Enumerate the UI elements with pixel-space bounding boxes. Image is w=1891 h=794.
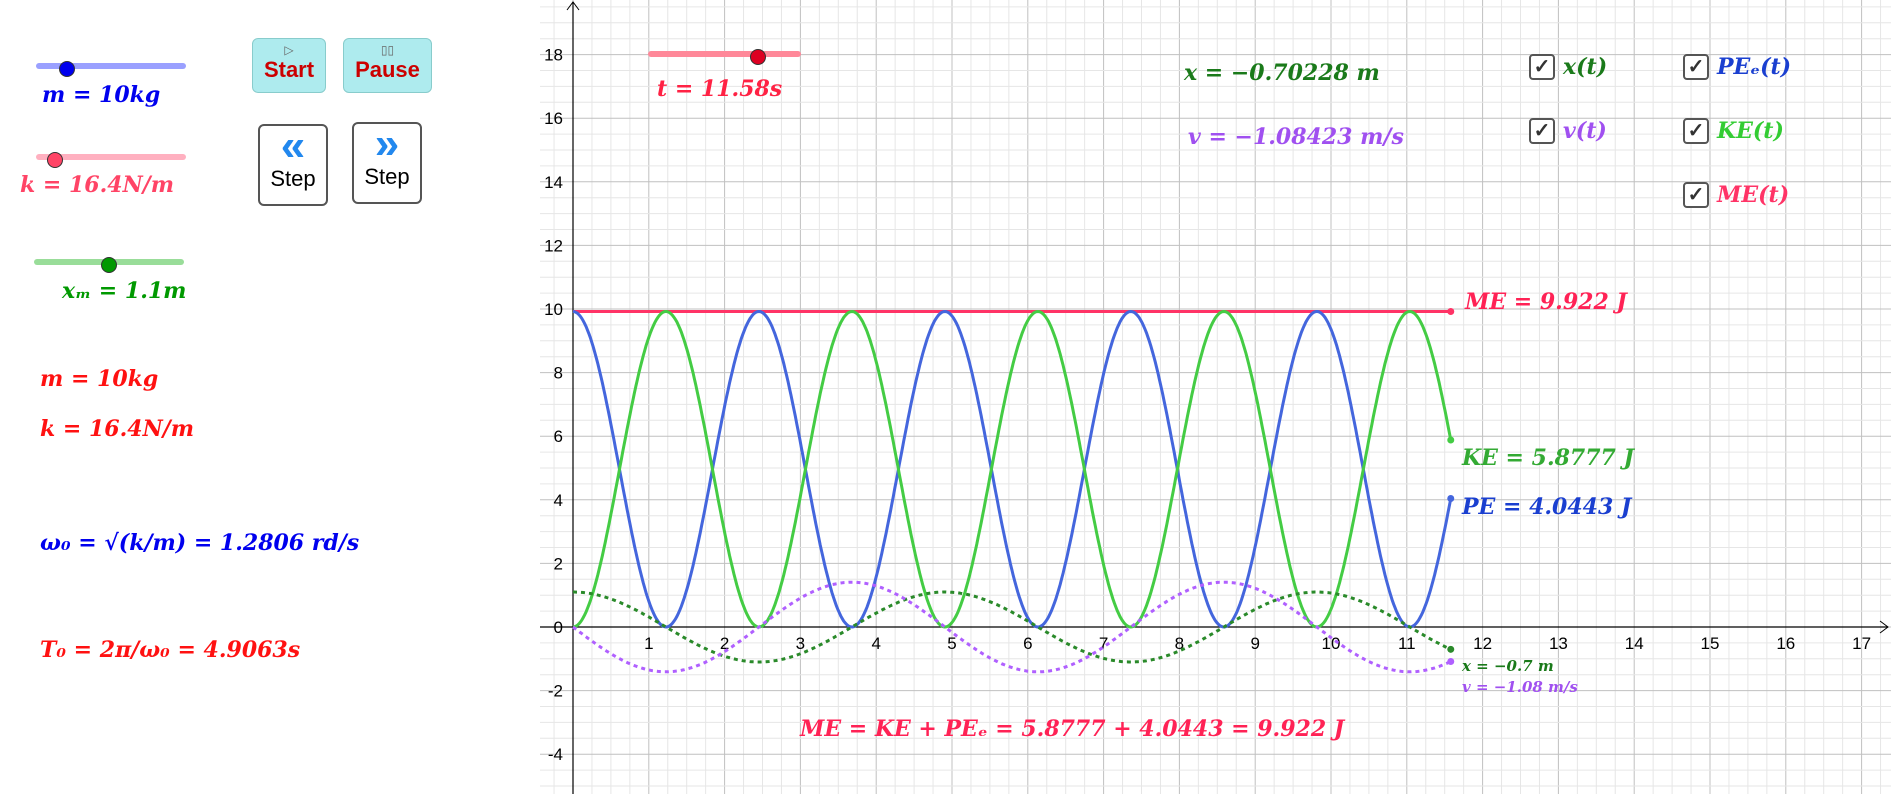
period-formula: T₀ = 2π/ω₀ = 4.9063s bbox=[40, 637, 301, 663]
checkbox-label: ME(t) bbox=[1717, 182, 1790, 208]
checkbox-label: v(t) bbox=[1563, 118, 1607, 144]
check-icon: ✓ bbox=[1683, 118, 1709, 144]
xm-slider[interactable] bbox=[34, 257, 184, 273]
x-tick-label: 11 bbox=[1398, 634, 1416, 653]
k-slider-handle[interactable] bbox=[47, 152, 63, 168]
x-tick-label: 4 bbox=[871, 634, 880, 653]
checkbox-v[interactable]: ✓ v(t) bbox=[1529, 118, 1607, 144]
v-point-label: v = −1.08 m/s bbox=[1462, 678, 1578, 696]
k-slider[interactable] bbox=[36, 152, 186, 168]
x-tick-label: 2 bbox=[720, 634, 729, 653]
y-tick-label: 4 bbox=[554, 491, 563, 510]
y-tick-label: 10 bbox=[544, 300, 563, 319]
y-tick-label: 8 bbox=[554, 364, 563, 383]
series-endpoint bbox=[1447, 307, 1455, 315]
series-pet-line bbox=[572, 309, 1453, 629]
omega-formula: ω₀ = √(k/m) = 1.2806 rd/s bbox=[40, 530, 360, 556]
y-tick-label: -4 bbox=[548, 745, 563, 764]
m-slider-handle[interactable] bbox=[59, 61, 75, 77]
y-tick-label: 0 bbox=[554, 618, 563, 637]
step-forward-label: Step bbox=[364, 164, 410, 189]
pause-button[interactable]: ▯▯ Pause bbox=[343, 38, 432, 93]
m-slider[interactable] bbox=[36, 61, 186, 77]
me-label: ME = 9.922 J bbox=[1465, 289, 1627, 315]
t-slider-handle[interactable] bbox=[750, 49, 766, 65]
checkbox-label: x(t) bbox=[1563, 54, 1608, 80]
x-tick-label: 6 bbox=[1023, 634, 1032, 653]
start-label: Start bbox=[263, 57, 315, 82]
step-forward-button[interactable]: » Step bbox=[352, 122, 422, 204]
step-back-button[interactable]: «Step bbox=[258, 124, 328, 206]
series-endpoint bbox=[1447, 645, 1455, 653]
x-tick-label: 7 bbox=[1099, 634, 1108, 653]
x-tick-label: 15 bbox=[1701, 634, 1720, 653]
step-back-label: Step bbox=[270, 166, 316, 191]
position-value: x = −0.70228 m bbox=[1184, 60, 1380, 86]
mass-text: m = 10kg bbox=[40, 366, 159, 392]
y-tick-label: 2 bbox=[554, 554, 563, 573]
y-tick-label: 14 bbox=[544, 173, 563, 192]
checkbox-me[interactable]: ✓ ME(t) bbox=[1683, 182, 1789, 208]
checkbox-x[interactable]: ✓ x(t) bbox=[1529, 54, 1607, 80]
series-vt-line bbox=[572, 580, 1452, 674]
x-tick-label: 12 bbox=[1473, 634, 1492, 653]
checkbox-label: KE(t) bbox=[1717, 118, 1784, 144]
checkbox-ke[interactable]: ✓ KE(t) bbox=[1683, 118, 1784, 144]
series-ket-line bbox=[572, 309, 1453, 629]
check-icon: ✓ bbox=[1529, 54, 1555, 80]
x-point-label: x = −0.7 m bbox=[1462, 657, 1554, 675]
xm-slider-label: xₘ = 1.1m bbox=[62, 278, 187, 304]
pause-icon: ▯▯ bbox=[380, 43, 395, 57]
ke-label: KE = 5.8777 J bbox=[1462, 445, 1634, 471]
series-endpoint bbox=[1447, 657, 1455, 665]
t-slider-label: t = 11.58s bbox=[657, 76, 783, 102]
x-tick-label: 9 bbox=[1250, 634, 1259, 653]
m-slider-label: m = 10kg bbox=[42, 82, 161, 108]
play-icon: ▷ bbox=[284, 43, 294, 57]
y-axis-arrow bbox=[566, 1, 580, 11]
t-slider[interactable] bbox=[648, 49, 801, 65]
check-icon: ✓ bbox=[1529, 118, 1555, 144]
energy-equation: ME = KE + PEₑ = 5.8777 + 4.0443 = 9.922 … bbox=[800, 716, 1345, 742]
series-endpoint bbox=[1447, 436, 1455, 444]
velocity-value: v = −1.08423 m/s bbox=[1188, 124, 1404, 150]
x-tick-label: 10 bbox=[1322, 634, 1341, 653]
x-tick-label: 5 bbox=[947, 634, 956, 653]
checkbox-pe[interactable]: ✓ PEₑ(t) bbox=[1683, 54, 1791, 80]
xm-slider-handle[interactable] bbox=[101, 257, 117, 273]
check-icon: ✓ bbox=[1683, 54, 1709, 80]
y-tick-label: 12 bbox=[544, 236, 563, 255]
series-endpoint bbox=[1447, 494, 1455, 502]
start-button[interactable]: ▷ Start bbox=[252, 38, 326, 93]
check-icon: ✓ bbox=[1683, 182, 1709, 208]
y-tick-label: 18 bbox=[544, 46, 563, 65]
double-chevron-left-icon: « bbox=[280, 121, 306, 170]
x-tick-label: 17 bbox=[1852, 634, 1871, 653]
x-axis-arrow bbox=[1879, 620, 1889, 634]
x-tick-label: 13 bbox=[1549, 634, 1568, 653]
double-chevron-right-icon: » bbox=[374, 119, 400, 168]
x-tick-label: 16 bbox=[1776, 634, 1795, 653]
x-tick-label: 1 bbox=[644, 634, 653, 653]
y-tick-label: 16 bbox=[544, 109, 563, 128]
k-slider-label: k = 16.4N/m bbox=[20, 172, 174, 198]
y-tick-label: 6 bbox=[554, 427, 563, 446]
pe-label: PE = 4.0443 J bbox=[1462, 494, 1632, 520]
x-tick-label: 3 bbox=[796, 634, 805, 653]
spring-constant-text: k = 16.4N/m bbox=[40, 416, 194, 442]
x-tick-label: 14 bbox=[1625, 634, 1644, 653]
y-tick-label: -2 bbox=[548, 682, 563, 701]
checkbox-label: PEₑ(t) bbox=[1717, 54, 1792, 80]
x-tick-label: 8 bbox=[1175, 634, 1184, 653]
pause-label: Pause bbox=[355, 57, 420, 82]
